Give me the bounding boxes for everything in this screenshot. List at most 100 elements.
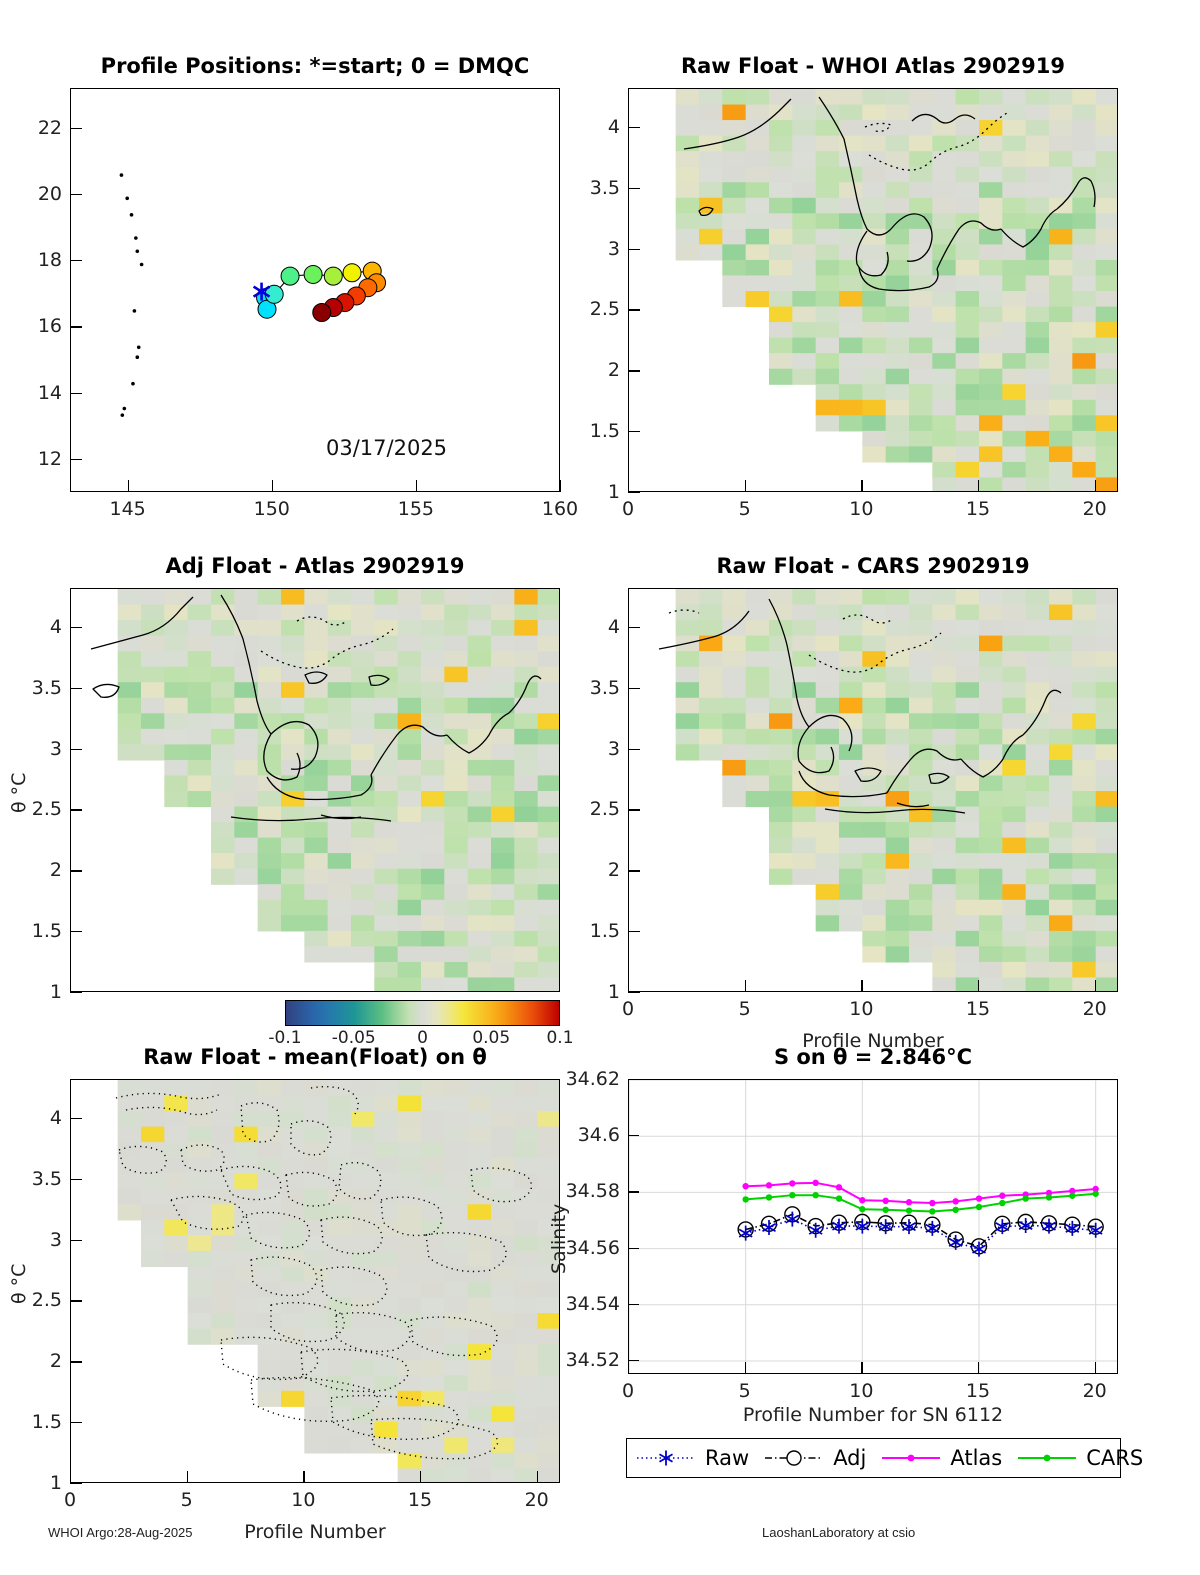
raw-atlas-plot (675, 89, 1117, 491)
salinity-ytick: 34.54 (565, 1292, 620, 1315)
salinity-ytick: 34.58 (565, 1180, 620, 1203)
adj-atlas-plot (90, 589, 559, 991)
raw-mean-ylabel: θ °C (8, 1263, 30, 1304)
map-xtickmark (415, 480, 418, 492)
map-xtickmark (127, 480, 129, 492)
salinity-ytick: 34.6 (577, 1124, 620, 1147)
raw_atlas-xtickmark (978, 480, 980, 492)
raw_cars-ytickmark (628, 870, 640, 872)
raw_cars-xtickmark (861, 980, 863, 992)
raw_cars-xtickmark (1094, 980, 1096, 992)
raw_atlas-ytickmark (628, 492, 640, 494)
salinity-ytickmark (628, 1191, 639, 1193)
adj_atlas-ytick: 1 (49, 981, 62, 1003)
raw_mean-xtickmark (186, 1471, 188, 1483)
map-ytick: 18 (37, 249, 62, 272)
raw_mean-xtick: 20 (524, 1489, 549, 1511)
map-plot (119, 173, 387, 417)
adj_atlas-ytickmark (70, 626, 82, 629)
raw_mean-xtick: 5 (180, 1489, 193, 1511)
raw_atlas-ytickmark (628, 187, 640, 190)
salinity-axes (628, 1079, 1118, 1374)
salinity-ytickmark (628, 1247, 639, 1249)
map-ytickmark (70, 326, 82, 328)
raw_atlas-ytickmark (628, 309, 640, 311)
raw_atlas-xtickmark (628, 480, 630, 492)
adj_atlas-ytickmark (70, 992, 82, 994)
raw_cars-xtickmark (628, 980, 630, 992)
raw_mean-ytickmark (70, 1361, 82, 1363)
legend-item-cars: CARS (1016, 1446, 1157, 1470)
footer-left: WHOI Argo:28-Aug-2025 (48, 1525, 193, 1540)
raw_cars-ytick: 4 (607, 615, 620, 638)
salinity-xtickmark (861, 1362, 863, 1374)
salinity-xtickmark (1094, 1362, 1096, 1374)
legend-swatch-adj (765, 1450, 824, 1466)
raw-cars-plot (658, 589, 1117, 991)
salinity-xtick: 20 (1082, 1380, 1107, 1402)
raw_atlas-ytick: 4 (607, 115, 620, 138)
legend-label-raw: Raw (705, 1446, 750, 1470)
adj_atlas-ytick: 2 (49, 859, 62, 882)
raw_atlas-xtick: 10 (849, 498, 874, 520)
raw_cars-ytickmark (628, 748, 640, 750)
raw_atlas-xtickmark (1094, 480, 1096, 492)
raw_cars-xtick: 20 (1082, 998, 1107, 1020)
raw_mean-ytick: 2 (49, 1350, 62, 1373)
salinity-xtickmark (744, 1362, 746, 1374)
colorbar-tick: 0.05 (472, 1028, 511, 1048)
raw_atlas-xtick: 15 (965, 498, 991, 520)
raw-cars-xlabel: Profile Number (802, 1030, 944, 1052)
raw_cars-xtick: 0 (621, 998, 635, 1020)
raw_atlas-xtick: 20 (1082, 498, 1107, 520)
map-xtick: 155 (397, 498, 435, 520)
panel-raw-float-cars: Raw Float - CARS 2902919 0 5 10 15 20 1 1.5 2 2… (590, 554, 1118, 1052)
salinity-xlabel: Profile Number for SN 6112 (742, 1404, 1004, 1426)
map-date-annotation: 03/17/2025 (326, 436, 448, 460)
raw_atlas-xtick: 5 (738, 498, 751, 520)
salinity-ytickmark (628, 1079, 639, 1081)
raw_atlas-ytick: 3.5 (589, 176, 620, 199)
raw_mean-xtick: 0 (63, 1489, 77, 1511)
salinity-ytickmark (628, 1303, 639, 1306)
raw_atlas-ytickmark (628, 431, 640, 433)
raw_atlas-xtick: 0 (621, 498, 635, 520)
adj_atlas-ytick: 4 (49, 615, 62, 638)
raw_atlas-ytick: 3 (607, 237, 620, 260)
adj_atlas-ytickmark (70, 687, 82, 690)
raw_mean-xtick: 10 (291, 1489, 316, 1511)
raw_mean-ytickmark (70, 1300, 82, 1302)
raw-atlas-axes (628, 88, 1118, 492)
panel-salinity-on-theta: S on θ = 2.846°C 0 5 10 15 20 34.52 34.54 34.5… (548, 1045, 1118, 1426)
raw_atlas-ytick: 2.5 (589, 298, 620, 321)
raw_cars-ytickmark (628, 626, 640, 629)
legend-item-adj: Adj (763, 1446, 880, 1470)
raw_mean-xtickmark (303, 1471, 305, 1483)
raw_atlas-xtickmark (861, 480, 863, 492)
raw_mean-ytick: 2.5 (31, 1289, 62, 1312)
raw_mean-xtickmark (536, 1471, 538, 1483)
panel-title-adj-atlas: Adj Float - Atlas 2902919 (165, 554, 465, 578)
map-ytick: 16 (37, 315, 62, 338)
colorbar: -0.1 -0.05 0 0.05 0.1 (268, 1000, 574, 1048)
raw_atlas-xtickmark (744, 480, 746, 492)
panel-raw-float-whoi-atlas: Raw Float - WHOI Atlas 2902919 0 5 10 15 20 … (590, 54, 1118, 520)
legend-swatch-atlas (882, 1454, 941, 1462)
map-ytick: 12 (37, 447, 62, 470)
legend-label-adj: Adj (833, 1446, 867, 1470)
raw_cars-ytick: 3.5 (589, 676, 620, 699)
salinity-xtickmark (628, 1362, 630, 1374)
raw_cars-ytick: 3 (607, 737, 620, 760)
colorbar-tick: -0.1 (268, 1028, 302, 1048)
raw_mean-ytickmark (70, 1239, 82, 1241)
raw_mean-ytick: 3.5 (31, 1167, 62, 1190)
map-xtick: 150 (253, 498, 290, 520)
colorbar-tick: -0.05 (331, 1028, 376, 1048)
adj_atlas-ytickmark (70, 931, 82, 933)
raw_cars-ytickmark (628, 687, 640, 690)
adj_atlas-ytickmark (70, 748, 82, 750)
raw_mean-ytick: 4 (49, 1106, 62, 1129)
salinity-plot (629, 1080, 1117, 1373)
panel-title-raw-mean: Raw Float - mean(Float) on θ (143, 1045, 487, 1069)
raw_atlas-ytickmark (628, 248, 640, 250)
